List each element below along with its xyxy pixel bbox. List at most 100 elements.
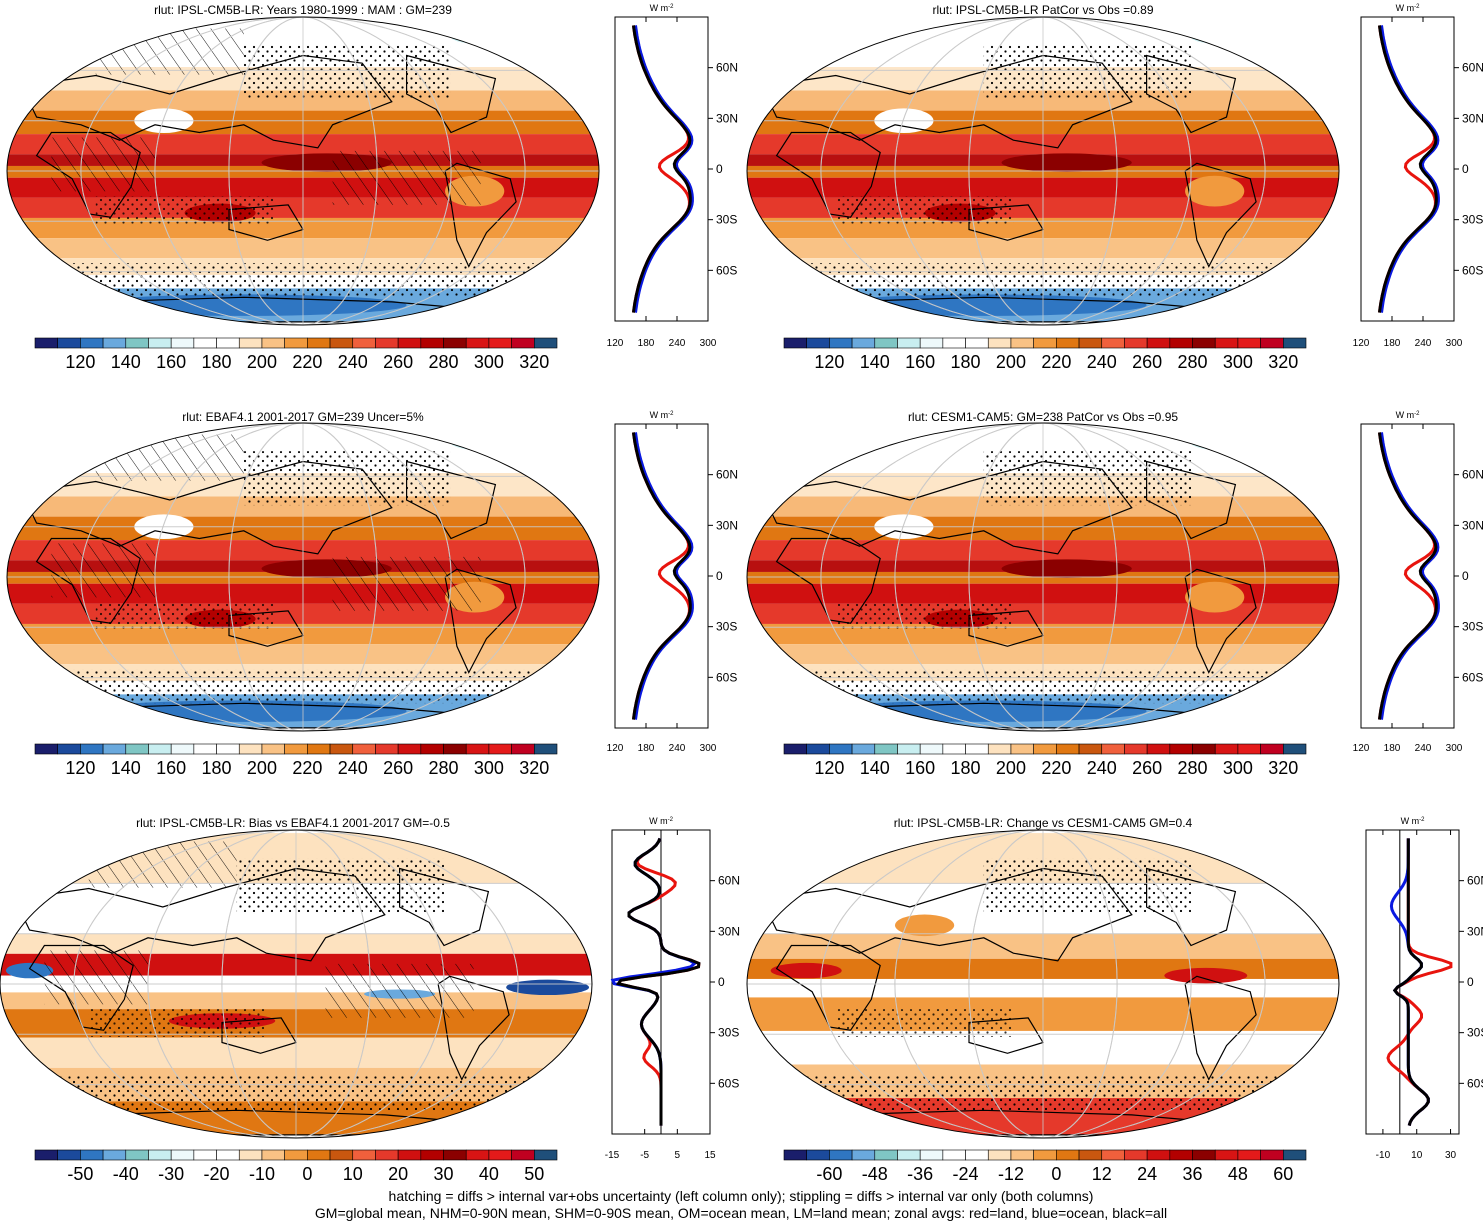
colorbar-box [397, 337, 422, 349]
colorbar-box [125, 1149, 149, 1161]
colorbar-box [1214, 337, 1239, 349]
longitude-gridline [154, 17, 452, 325]
profile-lat-label: 0 [1462, 162, 1469, 176]
map-border [0, 829, 593, 1139]
continent-outline [20, 460, 393, 555]
colorbar-box [942, 337, 966, 349]
hatch-region [332, 556, 481, 611]
profile-x-label: -15 [605, 1150, 620, 1161]
profile-lat-label: 0 [716, 162, 723, 176]
colorbar-box [1237, 337, 1261, 349]
colorbar-tick-label: 320 [1268, 758, 1298, 778]
warm-pool-patch [1001, 559, 1132, 578]
colorbar-box [352, 743, 376, 755]
warm-change-patch [770, 962, 842, 979]
colorbar-tick-label: 200 [996, 758, 1026, 778]
continent-outline [399, 867, 490, 947]
colorbar-tick-label: 320 [519, 352, 549, 372]
colorbar-box [57, 743, 81, 755]
profile-lat-label: 60S [1467, 1076, 1483, 1090]
continent-outline [406, 54, 497, 134]
stipple-region [95, 602, 274, 630]
stipple-region [835, 602, 1014, 630]
colorbar-box [465, 337, 490, 349]
profile-lat-label: 60S [1462, 670, 1483, 684]
continent-outline [444, 162, 517, 268]
colorbar-box [1169, 1149, 1193, 1161]
warm-change-patch [1164, 967, 1248, 984]
profile-lat-label: 60N [716, 61, 738, 75]
profile-line-land [632, 432, 691, 720]
colorbar-tick-label: 220 [292, 758, 322, 778]
colorbar-tick-label: 260 [383, 758, 413, 778]
colorbar-tick-label: 120 [65, 352, 95, 372]
colorbar-box [965, 743, 989, 755]
profile-unit-label: W m-2 [1401, 816, 1425, 826]
profile-line-ocean [634, 25, 694, 313]
panel-1: rlut: IPSL-CM5B-LR PatCor vs Obs =0.89 1… [746, 3, 1483, 372]
map-border [6, 422, 600, 732]
panel-5-colorbar: -60 -48 -36 -24 -12 0 12 24 36 48 60 [783, 1149, 1307, 1184]
stipple-region [983, 858, 1191, 913]
colorbar-box [216, 337, 240, 349]
colorbar-tick-label: 180 [951, 758, 981, 778]
colorbar-box [1056, 337, 1080, 349]
colorbar-box [488, 1149, 512, 1161]
profile-unit-label: W m-2 [650, 410, 674, 420]
colorbar-box [783, 1149, 807, 1161]
colorbar-box [420, 337, 444, 349]
amazon-patch [1185, 175, 1245, 207]
profile-x-label: 180 [638, 338, 655, 349]
profile-lat-label: 0 [1467, 975, 1474, 989]
colorbar-box [874, 1149, 898, 1161]
profile-x-label: 120 [1353, 338, 1370, 349]
profile-line-ocean [634, 432, 694, 720]
panel-4-colorbar: -50 -40 -30 -20 -10 0 10 20 30 40 50 [34, 1149, 558, 1184]
colorbar-tick-label: -10 [249, 1164, 275, 1184]
profile-frame [1365, 829, 1460, 1135]
colorbar-tick-label: 10 [343, 1164, 363, 1184]
continent-outline [775, 131, 881, 218]
colorbar-box [57, 337, 81, 349]
colorbar-box [987, 743, 1012, 755]
colorbar-tick-label: 40 [479, 1164, 499, 1184]
colorbar-tick-label: 48 [1228, 1164, 1248, 1184]
colorbar-box [1283, 1149, 1307, 1161]
profile-x-label: 240 [669, 743, 686, 754]
panel-1-colorbar: 120 140 160 180 200 220 240 260 280 300 320 [783, 337, 1307, 372]
footer-line-2: GM=global mean, NHM=0-90N mean, SHM=0-90… [315, 1205, 1167, 1221]
colorbar-box [1260, 1149, 1284, 1161]
profile-lat-label: 30S [718, 1026, 739, 1040]
profile-x-label: 10 [1411, 1150, 1423, 1161]
colorbar-box [1078, 1149, 1103, 1161]
colorbar-tick-label: 300 [1223, 352, 1253, 372]
panel-2: rlut: EBAF4.1 2001-2017 GM=239 Uncer=5% … [6, 410, 738, 778]
colorbar-tick-label: 300 [474, 352, 504, 372]
profile-lat-label: 0 [718, 975, 725, 989]
colorbar-box [1056, 743, 1080, 755]
colorbar-tick-label: -24 [953, 1164, 979, 1184]
map-border [746, 829, 1340, 1139]
colorbar-box [1237, 743, 1261, 755]
colorbar-tick-label: 200 [247, 352, 277, 372]
colorbar-tick-label: 180 [202, 352, 232, 372]
profile-x-label: 120 [607, 743, 624, 754]
colorbar-box [1169, 743, 1193, 755]
colorbar-box [80, 337, 104, 349]
panel-3-map [746, 422, 1340, 732]
colorbar-box [80, 1149, 104, 1161]
colorbar-box [329, 1149, 354, 1161]
colorbar-box [125, 337, 149, 349]
profile-x-label: 240 [669, 338, 686, 349]
profile-x-label: 120 [607, 338, 624, 349]
profile-lat-label: 60S [718, 1076, 739, 1090]
panel-0: rlut: IPSL-CM5B-LR: Years 1980-1999 : MA… [6, 3, 738, 372]
colorbar-box [443, 337, 467, 349]
longitude-gridline [968, 423, 1118, 731]
profile-line-ocean [1380, 25, 1440, 313]
colorbar-tick-label: 30 [434, 1164, 454, 1184]
continent-outline [406, 460, 497, 540]
colorbar-box [420, 1149, 444, 1161]
colorbar-box [397, 1149, 422, 1161]
